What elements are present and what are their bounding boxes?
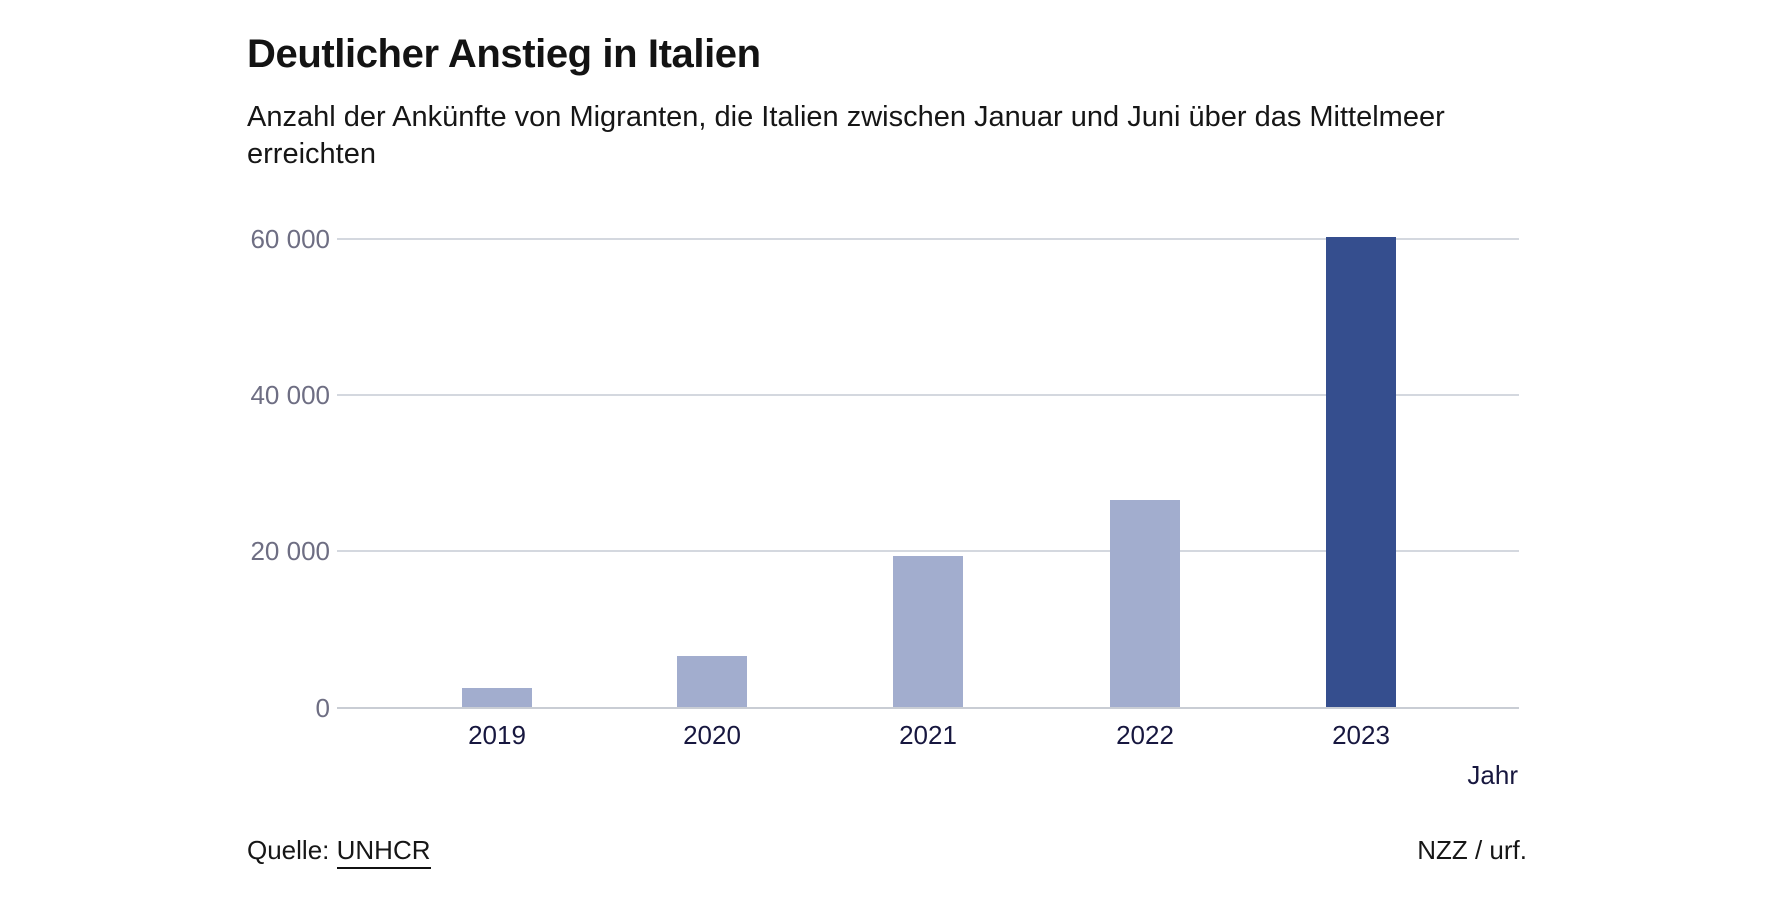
ytick-label-40000: 40 000 <box>250 380 330 410</box>
chart-subtitle-line-1: Anzahl der Ankünfte von Migranten, die I… <box>247 101 1445 133</box>
ytick-label-60000: 60 000 <box>250 224 330 254</box>
bar-2020 <box>677 656 747 707</box>
bar-2023 <box>1326 237 1396 707</box>
ytick-label-20000: 20 000 <box>250 536 330 566</box>
source-prefix-label: Quelle: <box>247 835 337 865</box>
xtick-label-2022: 2022 <box>1116 720 1174 750</box>
source-line: Quelle: UNHCR <box>247 834 431 869</box>
x-axis-title: Jahr <box>1467 760 1518 790</box>
source-link[interactable]: UNHCR <box>336 835 431 869</box>
gridline-60000 <box>337 238 1519 240</box>
bar-2022 <box>1110 500 1180 707</box>
ytick-label-0: 0 <box>315 693 330 723</box>
xtick-label-2020: 2020 <box>683 720 741 750</box>
gridline-40000 <box>337 394 1519 396</box>
chart-subtitle-line-2: erreichten <box>247 138 376 170</box>
plot-area: 2019 2020 2021 2022 2023 <box>337 237 1519 750</box>
xtick-label-2021: 2021 <box>899 720 957 750</box>
chart-title: Deutlicher Anstieg in Italien <box>247 32 761 76</box>
xtick-label-2019: 2019 <box>468 720 526 750</box>
gridline-20000 <box>337 550 1519 552</box>
bar-2021 <box>893 555 963 707</box>
chart-subtitle: Anzahl der Ankünfte von Migranten, die I… <box>247 99 1445 173</box>
credit-label: NZZ / urf. <box>1417 835 1527 865</box>
bar-2019 <box>462 687 532 707</box>
xtick-label-2023: 2023 <box>1332 720 1390 750</box>
x-axis-line <box>337 707 1519 709</box>
